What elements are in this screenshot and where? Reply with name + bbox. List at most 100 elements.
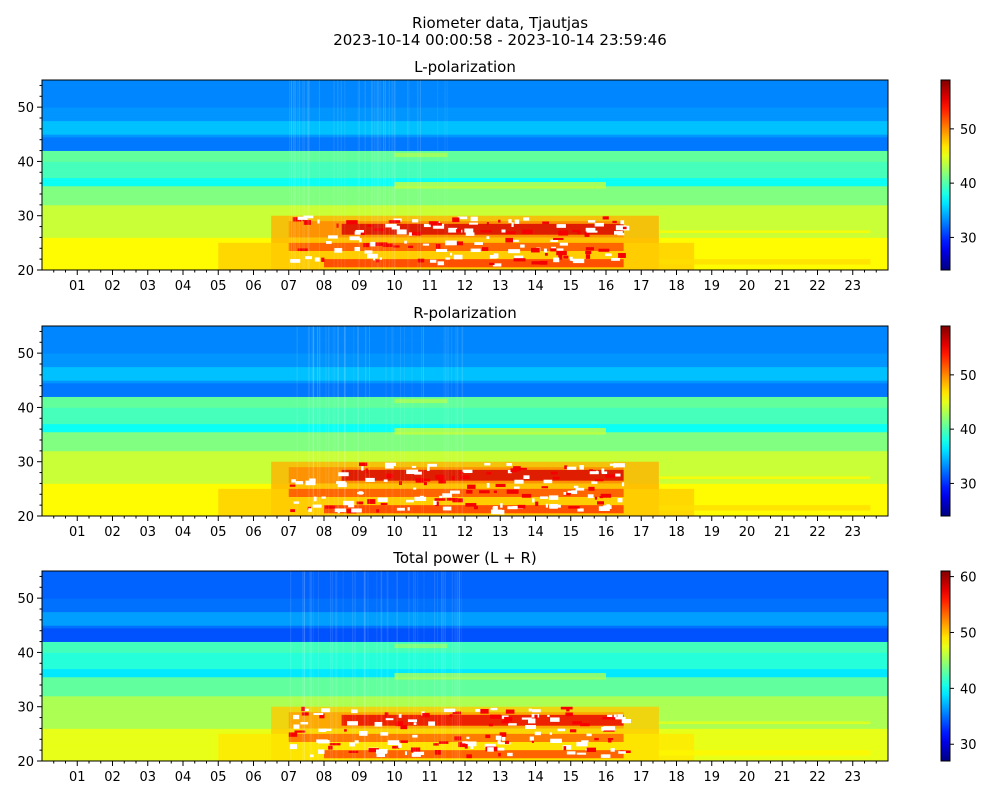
x-axis: 01 02 03 04 05 06 07 08 09 10 11 12 13 14 15 16 17 18 19 20… — [53, 516, 877, 540]
panel-2: R-polarization 01 02 03 04 05 06 07 08 09 10 11 12 13… — [17, 304, 976, 540]
panel-1: L-polarization 01 02 03 04 05 06 07 08 09 10 11 12 13… — [17, 58, 976, 294]
x-tick-label: 07 — [280, 279, 297, 294]
x-tick-label: 15 — [562, 525, 579, 540]
y-tick-label: 30 — [17, 701, 34, 716]
x-tick-label: 22 — [809, 279, 826, 294]
x-tick-label: 19 — [703, 770, 720, 785]
panel-title: Total power (L + R) — [392, 549, 537, 567]
x-tick-label: 15 — [562, 770, 579, 785]
x-tick-label: 21 — [774, 770, 791, 785]
x-axis: 01 02 03 04 05 06 07 08 09 10 11 12 13 14 15 16 17 18 19 20… — [53, 761, 877, 785]
x-tick-label: 11 — [421, 525, 438, 540]
colorbar-tick-label: 40 — [960, 682, 977, 697]
y-tick-label: 20 — [17, 755, 34, 770]
x-tick-label: 16 — [598, 770, 615, 785]
x-tick-label: 21 — [774, 279, 791, 294]
panel-title: R-polarization — [413, 304, 516, 322]
y-tick-label: 40 — [17, 646, 34, 661]
colorbar-tick-label: 60 — [960, 571, 977, 586]
y-tick-label: 40 — [17, 155, 34, 170]
x-tick-label: 16 — [598, 525, 615, 540]
x-tick-label: 21 — [774, 525, 791, 540]
y-axis: 20 30 40 50 — [17, 84, 42, 279]
x-tick-label: 17 — [633, 770, 650, 785]
y-tick-label: 50 — [17, 592, 34, 607]
x-tick-label: 01 — [69, 279, 86, 294]
x-tick-label: 09 — [351, 279, 368, 294]
x-tick-label: 12 — [457, 279, 474, 294]
colorbar-tick-label: 30 — [960, 738, 977, 753]
x-tick-label: 11 — [421, 770, 438, 785]
colorbar-tick-label: 50 — [960, 123, 977, 138]
x-tick-label: 14 — [527, 279, 544, 294]
x-axis: 01 02 03 04 05 06 07 08 09 10 11 12 13 14 15 16 17 18 19 20… — [53, 270, 877, 294]
x-tick-label: 02 — [104, 279, 121, 294]
x-tick-label: 01 — [69, 770, 86, 785]
x-tick-label: 17 — [633, 279, 650, 294]
x-tick-label: 22 — [809, 770, 826, 785]
x-tick-label: 08 — [316, 525, 333, 540]
x-tick-label: 14 — [527, 770, 544, 785]
colorbar-tick-label: 30 — [960, 477, 977, 492]
x-tick-label: 03 — [139, 525, 156, 540]
x-tick-label: 23 — [844, 525, 861, 540]
panel-3: Total power (L + R) 01 02 03 04 05 06 07 08 09 10 1… — [17, 549, 976, 785]
y-tick-label: 30 — [17, 210, 34, 225]
x-tick-label: 10 — [386, 525, 403, 540]
colorbar-gradient — [940, 325, 951, 517]
x-tick-label: 03 — [139, 770, 156, 785]
x-tick-label: 11 — [421, 279, 438, 294]
x-tick-label: 20 — [739, 279, 756, 294]
y-tick-label: 20 — [17, 264, 34, 279]
y-axis: 20 30 40 50 — [17, 330, 42, 525]
x-tick-label: 18 — [668, 279, 685, 294]
x-tick-label: 03 — [139, 279, 156, 294]
x-tick-label: 16 — [598, 279, 615, 294]
x-tick-label: 19 — [703, 279, 720, 294]
x-tick-label: 06 — [245, 770, 262, 785]
x-tick-label: 07 — [280, 770, 297, 785]
colorbar: 30 40 50 — [940, 325, 977, 517]
x-tick-label: 15 — [562, 279, 579, 294]
y-axis: 20 30 40 50 — [17, 575, 42, 770]
x-tick-label: 07 — [280, 525, 297, 540]
y-tick-label: 20 — [17, 510, 34, 525]
x-tick-label: 05 — [210, 525, 227, 540]
x-tick-label: 09 — [351, 525, 368, 540]
x-tick-label: 20 — [739, 525, 756, 540]
x-tick-label: 20 — [739, 770, 756, 785]
x-tick-label: 04 — [175, 525, 192, 540]
colorbar-tick-label: 40 — [960, 423, 977, 438]
x-tick-label: 18 — [668, 770, 685, 785]
x-tick-label: 10 — [386, 770, 403, 785]
colorbar: 30 40 50 — [940, 79, 977, 271]
x-tick-label: 04 — [175, 770, 192, 785]
x-tick-label: 13 — [492, 525, 509, 540]
x-tick-label: 06 — [245, 279, 262, 294]
x-tick-label: 19 — [703, 525, 720, 540]
x-tick-label: 05 — [210, 279, 227, 294]
colorbar-gradient — [940, 79, 951, 271]
colorbar: 30 40 50 60 — [940, 570, 977, 762]
x-tick-label: 08 — [316, 279, 333, 294]
x-tick-label: 17 — [633, 525, 650, 540]
x-tick-label: 22 — [809, 525, 826, 540]
x-tick-label: 02 — [104, 525, 121, 540]
x-tick-label: 10 — [386, 279, 403, 294]
colorbar-tick-label: 50 — [960, 626, 977, 641]
x-tick-label: 08 — [316, 770, 333, 785]
heatmap-image — [42, 571, 888, 762]
x-tick-label: 12 — [457, 525, 474, 540]
figure-title: Riometer data, Tjautjas — [412, 14, 588, 32]
y-tick-label: 30 — [17, 456, 34, 471]
x-tick-label: 01 — [69, 525, 86, 540]
x-tick-label: 06 — [245, 525, 262, 540]
y-tick-label: 50 — [17, 347, 34, 362]
x-tick-label: 23 — [844, 770, 861, 785]
x-tick-label: 05 — [210, 770, 227, 785]
x-tick-label: 14 — [527, 525, 544, 540]
x-tick-label: 09 — [351, 770, 368, 785]
x-tick-label: 13 — [492, 279, 509, 294]
x-tick-label: 18 — [668, 525, 685, 540]
